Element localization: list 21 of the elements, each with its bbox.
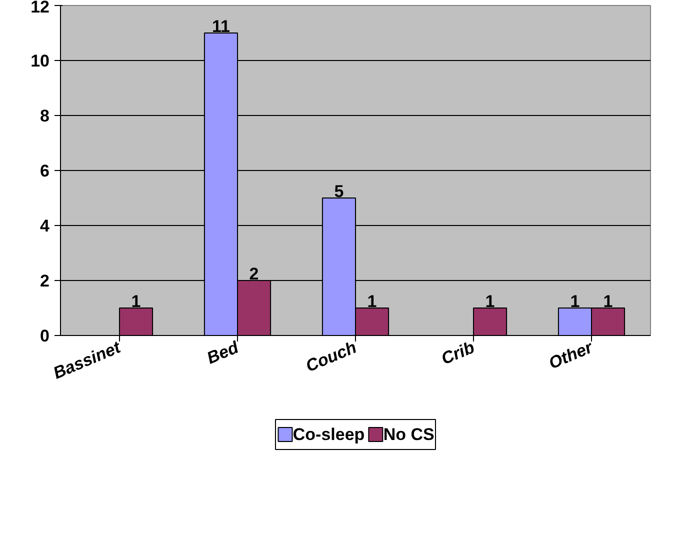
y-tick-label: 2 <box>40 272 50 290</box>
y-tick-label: 12 <box>30 0 50 16</box>
x-tick-label: Crib <box>438 338 478 368</box>
y-tick-label: 6 <box>40 162 50 180</box>
y-tick-label: 0 <box>40 326 50 346</box>
data-label: 1 <box>131 292 141 311</box>
y-tick-label: 8 <box>40 106 50 126</box>
legend-label: No CS <box>383 425 434 444</box>
data-label: 5 <box>334 182 344 201</box>
data-label: 2 <box>249 264 259 284</box>
data-label: 1 <box>485 292 495 311</box>
data-label: 1 <box>603 292 613 311</box>
data-label: 1 <box>367 292 377 311</box>
data-label: 11 <box>212 17 230 36</box>
data-label: 1 <box>570 292 580 311</box>
x-tick-label: Couch <box>303 338 360 376</box>
legend-label: Co-sleep <box>292 425 365 444</box>
y-tick-label: 10 <box>30 52 50 70</box>
x-tick-label: Other <box>546 337 596 373</box>
x-tick-label: Bed <box>204 338 242 368</box>
y-tick-label: 4 <box>40 216 50 236</box>
